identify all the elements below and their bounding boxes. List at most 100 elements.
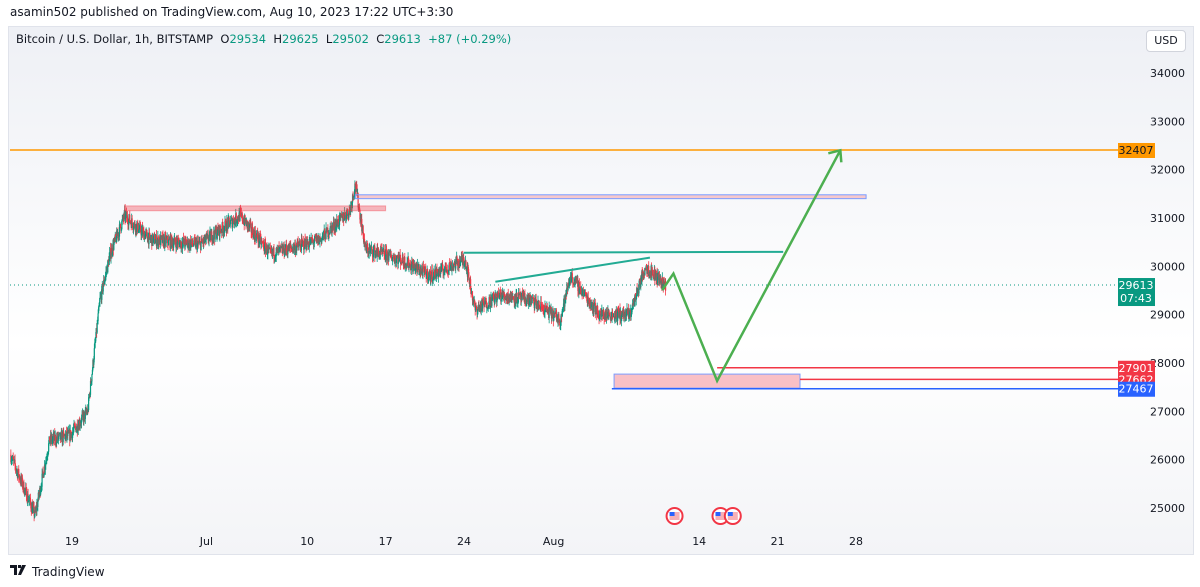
candle-body [21,477,24,488]
candle-body [651,269,653,275]
candle-body [356,188,358,196]
candle-body [415,264,417,269]
candle-body [179,242,181,247]
candle-body [475,305,477,307]
candle-body [95,328,97,338]
chart-frame[interactable] [8,26,1194,555]
candle-body [514,294,516,304]
candle-body [146,232,148,239]
candle-body [214,227,216,240]
candle-body [246,220,248,222]
candle-body [549,307,551,308]
candle-body [441,264,444,270]
candle-body [489,306,492,308]
candle-body [167,238,170,246]
candle-body [636,288,638,293]
us-event-flag-icon[interactable] [723,507,742,525]
candle-body [583,293,585,297]
candle-body [250,223,252,233]
candle-body [176,238,178,242]
candle-body [529,300,531,304]
candle-body [617,309,620,317]
candle-body [82,412,84,416]
candle-body [571,273,573,278]
candle-body [152,237,154,244]
candle-body [170,236,172,248]
candle-body [456,257,458,260]
candle-body [510,291,512,301]
candle-body [453,264,455,268]
candle-body [180,241,183,247]
candle-body [654,277,656,280]
candle-body [554,313,556,314]
candle-body [370,248,372,250]
candle-body [526,298,528,305]
candle-body [19,476,21,481]
candle-body [89,380,92,395]
candle-body [184,238,186,247]
candle-body [200,242,202,250]
candle-body [25,487,27,489]
candle-body [447,270,449,272]
y-tick-label: 25000 [1150,502,1185,515]
candle-body [174,241,177,245]
candle-body [303,248,305,250]
candle-body [156,240,158,244]
candle-body [343,218,345,221]
candle-body [260,236,262,245]
candle-body [215,229,218,239]
candle-body [400,261,403,263]
candle-body [413,263,415,268]
candle-body [192,243,194,245]
candle-body [345,213,348,219]
candle-body [498,294,500,299]
candle-body [92,360,94,370]
candle-body [55,435,57,443]
candle-body [565,293,567,300]
candle-body [10,454,12,463]
candle-body [465,268,468,270]
candle-body [245,220,248,227]
candle-body [566,287,568,295]
candle-body [491,295,494,299]
candle-body [570,276,572,283]
candle-body [561,310,563,317]
close-label: C [376,32,385,46]
candle-body [354,183,356,187]
candle-body [542,309,545,311]
candle-body [569,279,571,283]
candle-body [456,257,458,262]
us-event-flag-icon[interactable] [665,507,684,525]
candle-body [311,239,313,243]
candle-body [283,244,285,256]
candle-body [511,294,514,299]
candle-body [390,254,392,259]
candle-body [442,269,444,273]
resistance-zone [124,205,387,212]
candle-body [249,222,251,225]
candle-body [72,430,74,433]
price-label: 27901 [1119,362,1154,375]
candle-body [49,436,51,443]
candle-body [616,310,618,312]
candle-body [299,244,302,248]
candle-body [88,397,90,399]
candle-body [638,279,641,285]
candle-body [430,275,432,282]
candle-body [562,303,565,309]
candle-body [593,303,595,305]
candle-body [217,226,219,230]
candle-body [108,256,110,266]
candle-body [324,232,326,240]
candle-body [187,246,190,249]
currency-button[interactable]: USD [1146,30,1186,52]
brand-label: TradingView [32,564,105,579]
candle-body [623,313,625,319]
candle-body [417,269,419,271]
candle-body [64,434,67,440]
candle-body [63,433,65,436]
candle-body [313,241,316,244]
candle-body [645,266,647,270]
low-label: L [325,32,333,46]
